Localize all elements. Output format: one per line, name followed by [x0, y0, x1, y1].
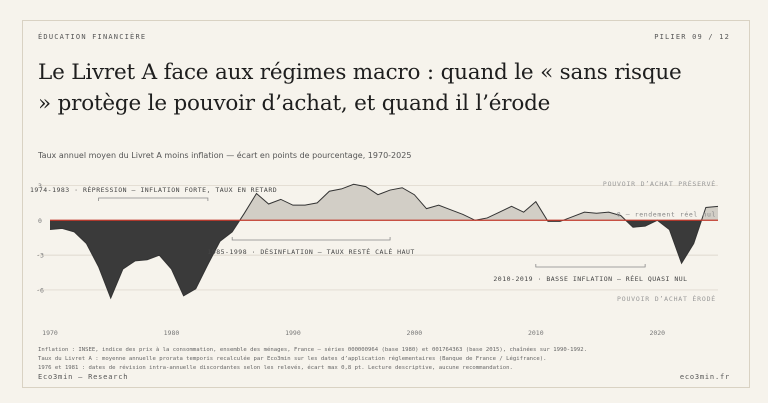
negative-area	[50, 220, 718, 299]
page-frame	[22, 20, 750, 388]
footnote-caveat: 1976 et 1981 : dates de révision intra-a…	[38, 365, 513, 371]
positive-area	[50, 184, 718, 221]
section-kicker: ÉDUCATION FINANCIÈRE	[38, 33, 147, 41]
zone-label-negative: POUVOIR D’ACHAT ÉRODÉ	[617, 294, 716, 303]
footnote-source-rate: Taux du Livret A : moyenne annuelle pror…	[38, 356, 547, 362]
page-title: Le Livret A face aux régimes macro : qua…	[38, 60, 682, 116]
pillar-indicator: PILIER 09 / 12	[654, 33, 730, 41]
footnote-source-inflation: Inflation : INSEE, indice des prix à la …	[38, 347, 587, 353]
x-tick-label: 2020	[649, 329, 665, 337]
y-tick-label: -6	[36, 286, 44, 294]
chart-subtitle: Taux annuel moyen du Livret A moins infl…	[38, 151, 412, 160]
x-tick-label: 2010	[528, 329, 544, 337]
axis-layer: 3 0 -3 -6 1970 1980 1990 2000 2010 2020	[36, 182, 665, 337]
period-bracket	[98, 197, 209, 201]
annotation-layer: 0 — rendement réel nul POUVOIR D’ACHAT PR…	[30, 179, 716, 303]
series-line	[49, 183, 719, 300]
x-tick-label: 1970	[42, 329, 58, 337]
brand-name: Eco3min — Research	[38, 373, 129, 381]
x-tick-label: 2000	[407, 329, 423, 337]
period-label: 1974-1983 · RÉPRESSION — INFLATION FORTE…	[30, 185, 277, 194]
y-tick-label: 3	[38, 182, 42, 190]
period-label: 1985-1998 · DÉSINFLATION — TAUX RESTÉ CA…	[207, 247, 414, 256]
brand-url: eco3min.fr	[679, 373, 730, 381]
period-bracket	[535, 264, 646, 268]
y-tick-label: 0	[38, 217, 42, 225]
y-tick-label: -3	[36, 252, 44, 260]
zero-line-label: 0 — rendement réel nul	[617, 210, 716, 218]
x-tick-label: 1980	[164, 329, 180, 337]
period-bracket	[231, 237, 391, 241]
period-label: 2010-2019 · BASSE INFLATION — RÉEL QUASI…	[493, 274, 687, 283]
area-layer	[49, 183, 719, 300]
x-tick-label: 1990	[285, 329, 301, 337]
zone-label-positive: POUVOIR D’ACHAT PRÉSERVÉ	[603, 179, 716, 188]
